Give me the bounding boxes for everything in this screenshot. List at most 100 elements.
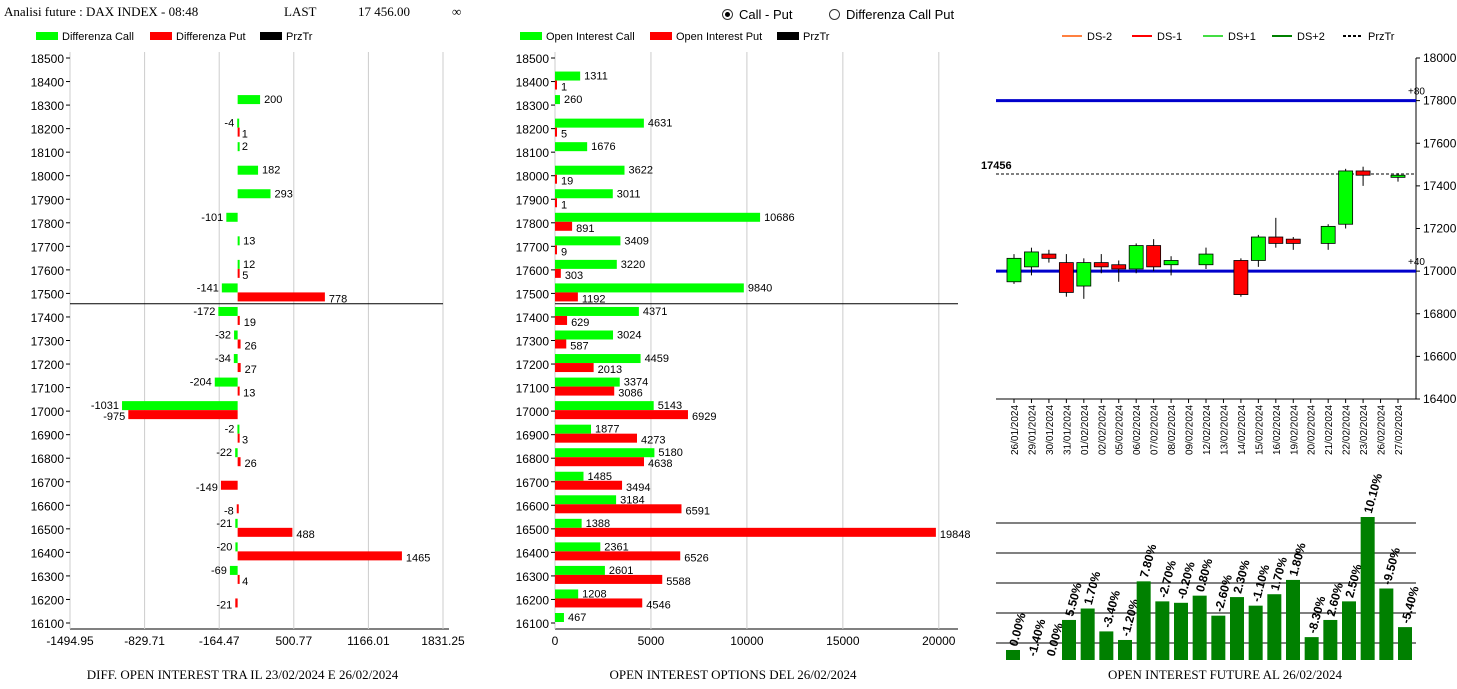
x-tick-label: 31/01/2024 <box>1062 405 1073 455</box>
data-label: -22 <box>216 447 232 459</box>
oi-bar <box>1398 627 1412 660</box>
oi-bar <box>1099 631 1114 660</box>
radio-call-put[interactable]: Call - Put <box>722 7 792 22</box>
data-label: 12 <box>243 259 255 271</box>
legend-label: DS+2 <box>1297 31 1325 43</box>
call-bar <box>218 306 238 316</box>
call-bar <box>235 542 238 552</box>
x-tick-label: 20/02/2024 <box>1307 405 1318 455</box>
data-label: 1877 <box>595 424 619 436</box>
data-label: 4638 <box>648 458 672 470</box>
y-tick-label: 16700 <box>31 476 65 490</box>
infinity-symbol: ∞ <box>452 4 462 19</box>
y-tick-label: 17600 <box>31 264 65 278</box>
x-tick-label: 19/02/2024 <box>1289 405 1300 455</box>
call-bar <box>555 424 592 434</box>
data-label: 9 <box>561 246 567 258</box>
x-tick-label: 21/02/2024 <box>1324 405 1335 455</box>
y-tick-label: 17200 <box>31 358 65 372</box>
put-bar <box>555 386 615 396</box>
y-tick-label: 16700 <box>516 476 550 490</box>
data-label: 2 <box>242 141 248 153</box>
data-label: 3 <box>242 435 248 447</box>
data-label: 200 <box>264 94 282 106</box>
put-bar <box>555 292 578 302</box>
candle-body <box>1320 225 1336 244</box>
call-bar <box>555 565 605 575</box>
x-tick-label: 23/02/2024 <box>1359 405 1370 455</box>
bar-label: 2.30% <box>1230 558 1252 595</box>
data-label: -141 <box>197 282 219 294</box>
candle-body <box>1076 262 1092 287</box>
radio-call-put-label: Call - Put <box>739 7 793 22</box>
call-bar <box>555 118 644 128</box>
x-tick-label: 500.77 <box>275 634 312 648</box>
y-tick-label: 16800 <box>516 452 550 466</box>
y-tick-label: 18500 <box>516 52 550 66</box>
legend-swatch <box>36 32 58 40</box>
call-bar <box>235 448 238 458</box>
data-label: 19 <box>561 176 573 188</box>
data-label: 1465 <box>406 552 430 564</box>
call-bar <box>555 330 614 340</box>
y-tick-label: 17700 <box>31 240 65 254</box>
call-bar <box>237 165 259 175</box>
put-bar <box>128 410 238 420</box>
x-tick-label: 20000 <box>922 634 956 648</box>
data-label: 4459 <box>645 353 669 365</box>
bar-label: -9.50% <box>1380 546 1403 587</box>
y-tick-label: 18000 <box>1423 51 1457 65</box>
x-tick-label: 22/02/2024 <box>1342 405 1353 455</box>
x-tick-label: 27/02/2024 <box>1394 405 1405 455</box>
data-label: 260 <box>564 94 582 106</box>
oi-bar <box>1323 619 1338 660</box>
radio-diff-label: Differenza Call Put <box>846 7 955 22</box>
call-bar <box>555 495 617 505</box>
legend-swatch <box>650 32 672 40</box>
x-tick-label: 1166.01 <box>347 634 390 648</box>
x-tick-label: 14/02/2024 <box>1237 405 1248 455</box>
y-tick-label: 17400 <box>31 311 65 325</box>
data-label: 3409 <box>624 235 648 247</box>
x-tick-label: 16/02/2024 <box>1272 405 1283 455</box>
data-label: 303 <box>565 270 583 282</box>
oi-bar <box>1174 602 1188 660</box>
y-tick-label: 18000 <box>31 170 65 184</box>
put-bar <box>236 504 239 514</box>
call-bar <box>229 565 238 575</box>
y-tick-label: 16200 <box>516 593 550 607</box>
data-label: 3494 <box>626 482 650 494</box>
put-bar <box>555 80 557 90</box>
candle-body <box>1355 170 1371 176</box>
data-label: 5180 <box>658 447 682 459</box>
call-bar <box>555 448 655 458</box>
radio-differenza-call-put[interactable]: Differenza Call Put <box>829 7 954 22</box>
x-tick-label: 08/02/2024 <box>1167 405 1178 455</box>
data-label: -101 <box>201 212 223 224</box>
x-tick-label: 01/02/2024 <box>1080 405 1091 455</box>
bar-label: 1.70% <box>1081 569 1103 606</box>
put-bar <box>555 221 573 231</box>
data-label: 6929 <box>692 411 716 423</box>
y-tick-label: 18100 <box>31 146 65 160</box>
data-label: 488 <box>296 529 314 541</box>
y-tick-label: 17600 <box>1423 136 1457 150</box>
oi-bar <box>1118 639 1132 660</box>
x-tick-label: 12/02/2024 <box>1202 405 1213 455</box>
radio-unselected-icon <box>829 9 840 20</box>
oi-bar <box>1304 637 1319 660</box>
oi-bar <box>1248 605 1263 660</box>
call-bar <box>555 518 582 528</box>
y-tick-label: 17500 <box>31 287 65 301</box>
put-bar <box>555 457 645 467</box>
put-bar <box>555 315 568 325</box>
data-label: 2013 <box>598 364 622 376</box>
oi-bar <box>1062 619 1076 660</box>
data-label: -69 <box>211 565 227 577</box>
legend-label: PrzTr <box>286 31 313 43</box>
x-tick-label: 07/02/2024 <box>1150 405 1161 455</box>
candle-body <box>1285 238 1301 244</box>
oi-bar <box>1155 601 1170 660</box>
y-tick-label: 17400 <box>516 311 550 325</box>
y-tick-label: 17300 <box>516 335 550 349</box>
